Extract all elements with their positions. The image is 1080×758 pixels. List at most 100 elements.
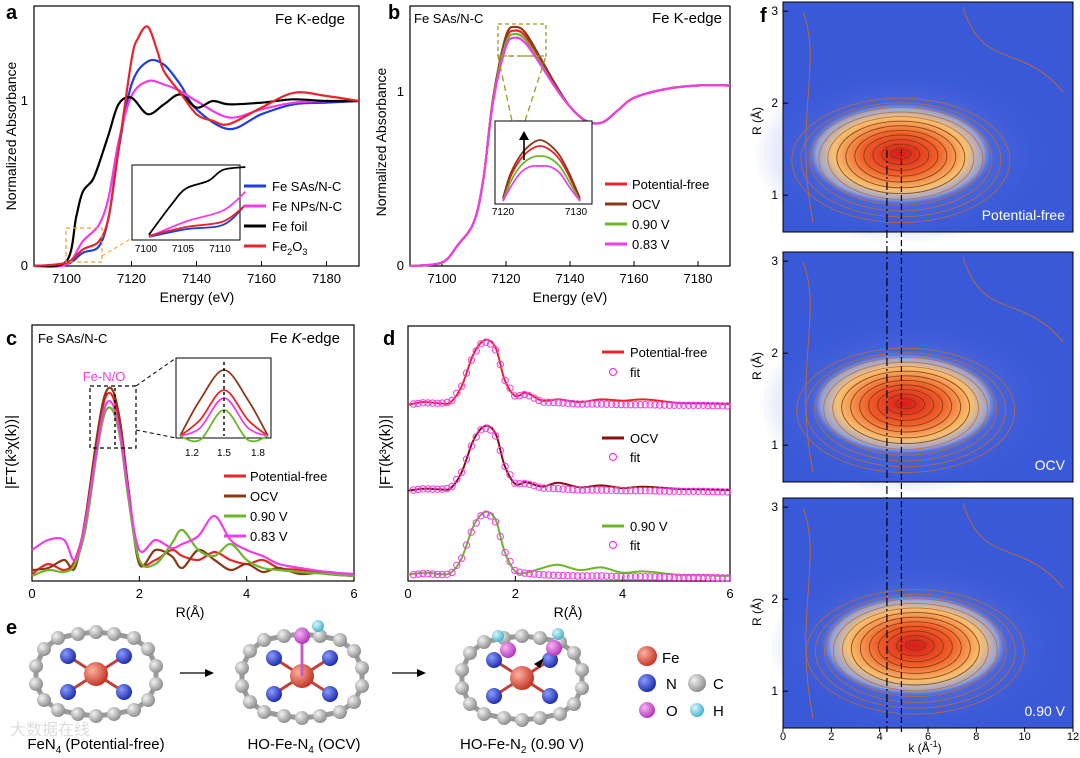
x-tick-label: 6	[925, 731, 931, 743]
panel-c-lines	[31, 386, 355, 578]
fit-point	[511, 566, 519, 575]
fit-point	[714, 402, 722, 410]
panel-a-label: a	[6, 2, 18, 24]
nitrogen-atom	[486, 688, 502, 704]
fit-point	[631, 573, 640, 581]
contour-line	[841, 607, 989, 692]
nitrogen-atom	[116, 648, 132, 664]
carbon-atom	[477, 707, 491, 721]
fit-point	[496, 446, 504, 455]
carbon-atom	[37, 693, 51, 707]
series-line-0-83-v	[409, 36, 731, 268]
fit-point	[588, 400, 596, 408]
fit-point	[573, 486, 582, 494]
fit-point	[612, 400, 620, 409]
fit-point	[714, 574, 722, 582]
carbon-atom	[575, 681, 589, 695]
fit-point	[607, 486, 616, 494]
fit-point	[685, 573, 693, 581]
x-tick-label: 0	[28, 586, 35, 601]
inset-line	[148, 166, 246, 236]
fit-point	[453, 389, 461, 397]
carbon-atom	[243, 695, 257, 709]
panel-b-inset-arrowhead	[519, 131, 529, 140]
fit-point	[709, 487, 717, 496]
x-tick-label: 7160	[620, 271, 649, 286]
series-line-fe-foil	[33, 93, 360, 268]
fit-point	[665, 573, 674, 581]
carbon-atom	[533, 631, 547, 645]
fit-point	[477, 340, 485, 348]
wavelet-map-2: OCV 1 2 3	[758, 251, 1074, 494]
series-line-0-90-v	[31, 406, 355, 578]
fit-point	[515, 392, 524, 400]
molecule-ho-fe-n2	[455, 628, 589, 727]
panel-c-zoom-link-top	[135, 357, 177, 387]
panel-b-lines	[409, 25, 731, 268]
fit-point	[583, 486, 591, 494]
hydrogen-atom	[552, 628, 564, 640]
panel-b-inset-tick-1: 7130	[565, 207, 588, 218]
legend-label-d-fit-1: fit	[630, 365, 641, 380]
carbon-atom	[355, 661, 369, 675]
fit-point	[433, 485, 442, 493]
panel-c-zoom-box	[89, 385, 137, 449]
fit-point	[496, 532, 504, 541]
contour-line	[886, 393, 926, 416]
y-tick-label: 1	[771, 684, 778, 698]
fit-point	[680, 487, 688, 495]
fit-point	[414, 399, 422, 408]
carbon-atom	[455, 681, 469, 695]
panel-b-ytick-1: 1	[397, 84, 404, 99]
fit-point	[506, 557, 514, 566]
fit-point	[511, 479, 519, 487]
legend-label-d-fit-2: fit	[630, 450, 641, 465]
fit-point	[631, 487, 640, 495]
x-tick-label: 4	[877, 731, 883, 743]
series-line-fe-nps-n-c	[33, 79, 360, 268]
fit-point	[530, 570, 538, 578]
carbon-atom	[235, 679, 249, 693]
carbon-atom	[141, 642, 155, 656]
carbon-atom	[455, 663, 469, 677]
legend-label-ocv: OCV	[632, 197, 661, 212]
panel-c-inset-lines	[179, 362, 269, 443]
carbon-atom	[51, 703, 65, 717]
nitrogen-atom	[116, 684, 132, 700]
oxygen-atom	[294, 628, 310, 644]
x-tick-label: 8	[973, 731, 979, 743]
fit-point	[549, 398, 558, 407]
carbon-atom	[71, 627, 85, 641]
fit-point	[409, 571, 418, 579]
fit-point	[482, 510, 490, 518]
panel-c-ylabel: |FT(k³χ(k))|	[3, 415, 20, 489]
fit-point	[588, 572, 596, 580]
fit-point	[433, 570, 442, 579]
x-tick-label: 7140	[182, 271, 211, 286]
fit-point	[593, 486, 601, 494]
legend-label-d-ocv: OCV	[630, 431, 659, 446]
fit-point	[689, 573, 698, 581]
panel-b: b Fe SAs/N-C Fe K-edge Normalized Absorb…	[373, 2, 731, 305]
carbon-atom	[277, 629, 291, 643]
fit-point	[675, 573, 683, 581]
fit-point	[438, 485, 446, 493]
panel-a-xlabel: Energy (eV)	[160, 289, 235, 305]
panel-c-inset-tick-0: 1.2	[185, 448, 199, 459]
x-tick-label: 7120	[492, 271, 521, 286]
fit-point	[665, 487, 674, 495]
panel-c-xticks: 0 2 4 6	[28, 576, 358, 601]
fit-point	[433, 399, 442, 407]
molecule-ho-fe-n4	[235, 620, 369, 725]
fit-point	[477, 512, 485, 520]
x-tick-label: 7100	[52, 271, 81, 286]
contour-line	[877, 389, 935, 421]
x-tick-label: 12	[1067, 731, 1079, 743]
fit-point	[607, 400, 616, 408]
fit-point	[540, 484, 548, 492]
panel-b-zoom-box	[497, 23, 547, 57]
panel-c-inset-tick-2: 1.8	[251, 448, 265, 459]
carbon-atom	[567, 697, 581, 711]
y-tick-label: 2	[771, 592, 778, 606]
carbon-atom	[533, 711, 547, 725]
